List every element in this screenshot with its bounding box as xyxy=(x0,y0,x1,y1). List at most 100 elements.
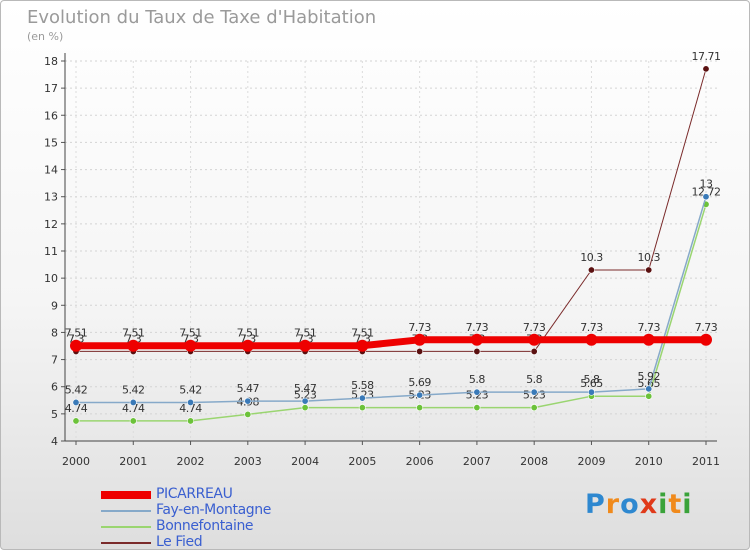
data-label: 5.69 xyxy=(408,376,431,389)
data-label: 7.51 xyxy=(294,327,317,340)
data-label: 5.92 xyxy=(637,370,660,383)
y-tick-label: 8 xyxy=(51,326,58,339)
data-point xyxy=(187,417,195,425)
y-tick-label: 9 xyxy=(51,299,58,312)
logo-letter: t xyxy=(668,489,683,520)
data-point xyxy=(700,333,712,346)
data-point xyxy=(127,339,140,352)
x-tick-label: 2007 xyxy=(463,455,491,468)
data-point xyxy=(244,397,252,405)
data-point xyxy=(416,347,424,355)
data-label: 7.51 xyxy=(122,327,145,340)
x-tick-label: 2010 xyxy=(635,455,663,468)
x-tick-label: 2002 xyxy=(177,455,205,468)
y-tick-label: 4 xyxy=(51,435,58,448)
legend-label: PICARREAU xyxy=(156,486,233,502)
data-point xyxy=(530,388,538,396)
data-point xyxy=(358,404,366,412)
logo-letter: i xyxy=(658,489,669,520)
data-label: 7.51 xyxy=(351,327,374,340)
y-tick-label: 17 xyxy=(44,82,58,95)
data-point xyxy=(473,347,481,355)
data-label: 5.42 xyxy=(65,383,88,396)
legend-swatch xyxy=(101,510,151,512)
series-line xyxy=(72,336,710,350)
data-label: 5.8 xyxy=(526,373,542,386)
data-label: 4.74 xyxy=(122,402,145,415)
data-label: 5.65 xyxy=(580,377,603,390)
data-label: 5.8 xyxy=(583,373,599,386)
data-label: 4.74 xyxy=(179,402,202,415)
series-le-fied: 7.37.37.37.37.37.37.37.37.310.310.317.71 xyxy=(68,50,721,355)
data-point xyxy=(645,266,653,274)
x-tick-label: 2006 xyxy=(406,455,434,468)
data-label: 13 xyxy=(700,178,713,191)
data-point xyxy=(129,417,137,425)
data-point xyxy=(528,333,541,346)
data-label: 7.51 xyxy=(237,327,260,340)
logo-letter: r xyxy=(605,489,621,520)
data-point xyxy=(645,385,653,393)
x-tick-label: 2011 xyxy=(692,455,720,468)
series-line xyxy=(75,203,707,422)
chart-title: Evolution du Taux de Taxe d'Habitation xyxy=(27,7,377,28)
y-tick-label: 12 xyxy=(44,218,58,231)
data-point xyxy=(702,193,710,201)
legend-swatch xyxy=(101,491,151,499)
legend-swatch xyxy=(101,542,151,544)
data-point xyxy=(416,404,424,412)
data-point xyxy=(72,398,80,406)
legend-label: Le Fied xyxy=(156,534,203,550)
x-tick-label: 2005 xyxy=(348,455,376,468)
series-line xyxy=(75,68,707,352)
x-tick-label: 2003 xyxy=(234,455,262,468)
y-tick-label: 13 xyxy=(44,191,58,204)
legend-label: Fay-en-Montagne xyxy=(156,502,271,518)
data-point xyxy=(187,398,195,406)
data-label: 5.42 xyxy=(179,383,202,396)
data-label: 7.51 xyxy=(65,327,88,340)
proxiti-logo: Proxiti xyxy=(585,489,693,520)
data-point xyxy=(244,410,252,418)
series-picarreau: 7.51 7.51 7.51 7.51 7.51 7.51 7.73 7.73 7.73 7.73… xyxy=(65,321,718,352)
data-label: 12.72 xyxy=(692,185,721,198)
data-point xyxy=(184,339,197,352)
data-label: 5.65 xyxy=(637,377,660,390)
data-point xyxy=(416,391,424,399)
data-label: 7.73 xyxy=(695,321,718,334)
data-label: 17.71 xyxy=(692,50,721,63)
y-tick-label: 15 xyxy=(44,136,58,149)
data-label: 7.73 xyxy=(580,321,603,334)
data-label: 7.73 xyxy=(466,321,489,334)
data-label: 5.47 xyxy=(294,382,317,395)
data-point xyxy=(645,392,653,400)
y-tick-label: 6 xyxy=(51,381,58,394)
data-label: 5.58 xyxy=(351,379,374,392)
data-point xyxy=(642,333,655,346)
x-tick-label: 2008 xyxy=(520,455,548,468)
y-tick-label: 11 xyxy=(44,245,58,258)
x-tick-label: 2001 xyxy=(119,455,147,468)
logo-letter: o xyxy=(620,489,640,520)
series-line xyxy=(75,195,707,404)
series-fay-en-montagne: 5.42 5.42 5.42 5.47 5.47 5.58 5.69 5.8 5.8 5.8 5.9… xyxy=(65,178,713,406)
x-tick-label: 2000 xyxy=(62,455,90,468)
data-point xyxy=(299,339,312,352)
legend-label: Bonnefontaine xyxy=(156,518,254,534)
data-point xyxy=(72,417,80,425)
data-label: 10.3 xyxy=(580,251,603,264)
data-point xyxy=(241,339,254,352)
y-tick-label: 7 xyxy=(51,354,58,367)
data-label: 7.73 xyxy=(523,321,546,334)
series-bonnefontaine: 4.744.744.744.985.235.235.235.235.235.65… xyxy=(65,185,721,425)
data-point xyxy=(301,404,309,412)
x-tick-label: 2009 xyxy=(577,455,605,468)
data-point xyxy=(473,388,481,396)
x-tick-label: 2004 xyxy=(291,455,319,468)
data-point xyxy=(585,333,598,346)
data-label: 4.74 xyxy=(65,402,88,415)
data-label: 5.23 xyxy=(294,389,317,402)
logo-letter: P xyxy=(585,489,606,520)
data-point xyxy=(356,339,369,352)
